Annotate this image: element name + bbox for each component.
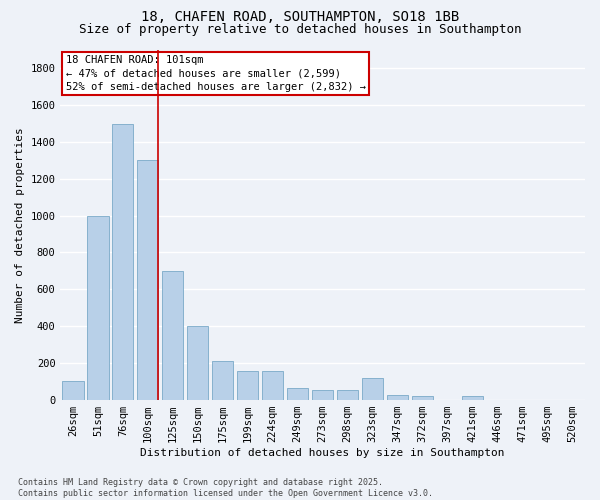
Bar [212, 361, 233, 400]
Bar [387, 395, 408, 400]
Bar [462, 396, 483, 400]
Text: Contains HM Land Registry data © Crown copyright and database right 2025.
Contai: Contains HM Land Registry data © Crown c… [18, 478, 433, 498]
Bar [312, 390, 334, 400]
Bar [162, 271, 184, 400]
Bar [262, 371, 283, 400]
Bar [137, 160, 158, 400]
X-axis label: Distribution of detached houses by size in Southampton: Distribution of detached houses by size … [140, 448, 505, 458]
Text: Size of property relative to detached houses in Southampton: Size of property relative to detached ho… [79, 22, 521, 36]
Text: 18, CHAFEN ROAD, SOUTHAMPTON, SO18 1BB: 18, CHAFEN ROAD, SOUTHAMPTON, SO18 1BB [141, 10, 459, 24]
Bar [337, 390, 358, 400]
Bar [287, 388, 308, 400]
Bar [412, 396, 433, 400]
Bar [362, 378, 383, 400]
Bar [87, 216, 109, 400]
Y-axis label: Number of detached properties: Number of detached properties [15, 127, 25, 322]
Text: 18 CHAFEN ROAD: 101sqm
← 47% of detached houses are smaller (2,599)
52% of semi-: 18 CHAFEN ROAD: 101sqm ← 47% of detached… [65, 55, 365, 92]
Bar [112, 124, 133, 400]
Bar [187, 326, 208, 400]
Bar [62, 381, 83, 400]
Bar [237, 371, 259, 400]
